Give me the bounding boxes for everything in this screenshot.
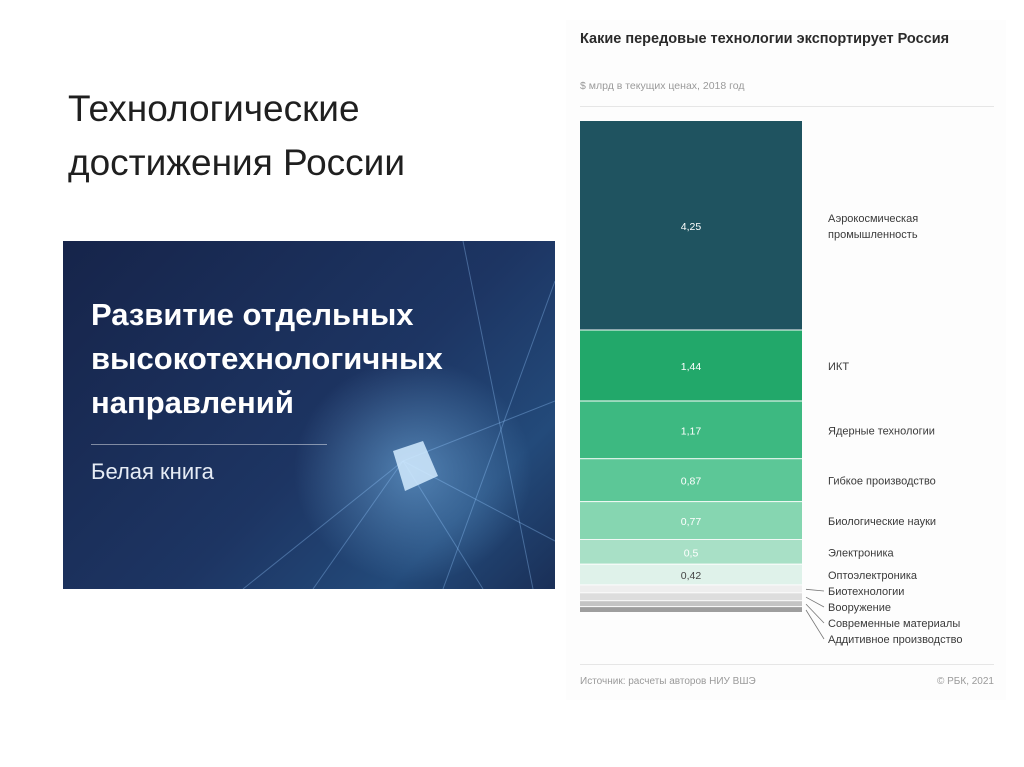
bottom-divider (580, 664, 994, 665)
cover-subtitle: Белая книга (91, 459, 214, 484)
white-paper-cover: Развитие отдельных высокотехнологичных н… (63, 241, 555, 589)
slide-title-line-1: Технологические (68, 88, 360, 129)
segment-category-label: Современные материалы (828, 618, 960, 630)
chart-title: Какие передовые технологии экспортирует … (580, 31, 950, 47)
segment-category-label: Ядерные технологии (828, 425, 935, 437)
segment-category-label: Биологические науки (828, 516, 936, 528)
segment-category-label: Оптоэлектроника (828, 570, 918, 582)
cover-crystal (393, 441, 438, 491)
cover-divider (91, 444, 327, 445)
segment-value-label: 1,44 (681, 361, 702, 373)
segment-value-label: 0,87 (681, 476, 702, 488)
segment-category-label: Вооружение (828, 602, 891, 614)
segment-category-label: промышленность (828, 229, 918, 241)
bar-segment (580, 564, 802, 585)
segment-value-label: 1,17 (681, 425, 702, 437)
export-infographic: Какие передовые технологии экспортирует … (566, 20, 1006, 700)
chart-source: Источник: расчеты авторов НИУ ВШЭ (580, 676, 756, 687)
cover-heading-line-1: Развитие отдельных (91, 297, 414, 332)
cover-heading-line-3: направлений (91, 385, 294, 420)
cover-heading: Развитие отдельных высокотехнологичных н… (91, 293, 541, 425)
cover-light-rays (242, 241, 555, 589)
bar-segment (580, 401, 802, 459)
leader-line (805, 609, 825, 640)
segment-value-label: 0,77 (681, 516, 702, 528)
stacked-bar-chart: 4,25 Аэрокосмическая промышленность 1,44 ИКТ… (580, 121, 962, 646)
chart-subtitle: $ млрд в текущих ценах, 2018 год (580, 80, 745, 92)
segment-category-label: Биотехнологии (828, 586, 904, 598)
segment-category-label: ИКТ (828, 361, 849, 373)
segment-category-label: Гибкое производство (828, 476, 936, 488)
segment-value-label: 0,42 (681, 570, 702, 582)
bar-segment (580, 330, 802, 401)
bar-segment (580, 459, 802, 502)
bar-segment (580, 601, 802, 607)
bar-segment (580, 540, 802, 564)
slide-title-line-2: достижения России (68, 142, 405, 183)
leader-line (805, 596, 825, 608)
leader-line (805, 588, 825, 592)
bar-segment (580, 593, 802, 601)
segment-value-label: 4,25 (681, 221, 702, 233)
leader-line (805, 603, 825, 624)
bar-segment (580, 502, 802, 540)
segment-category-label: Аэрокосмическая (828, 213, 918, 225)
segment-category-label: Аддитивное производство (828, 634, 962, 646)
bar-segment (580, 607, 802, 612)
cover-heading-line-2: высокотехнологичных (91, 341, 443, 376)
chart-copyright: © РБК, 2021 (936, 676, 994, 687)
top-divider (580, 106, 994, 107)
segment-category-label: Электроника (828, 547, 895, 559)
bar-segment (580, 121, 802, 330)
slide-title: Технологические достижения России (68, 82, 488, 190)
bar-segment (580, 585, 802, 593)
segment-value-label: 0,5 (684, 547, 699, 559)
